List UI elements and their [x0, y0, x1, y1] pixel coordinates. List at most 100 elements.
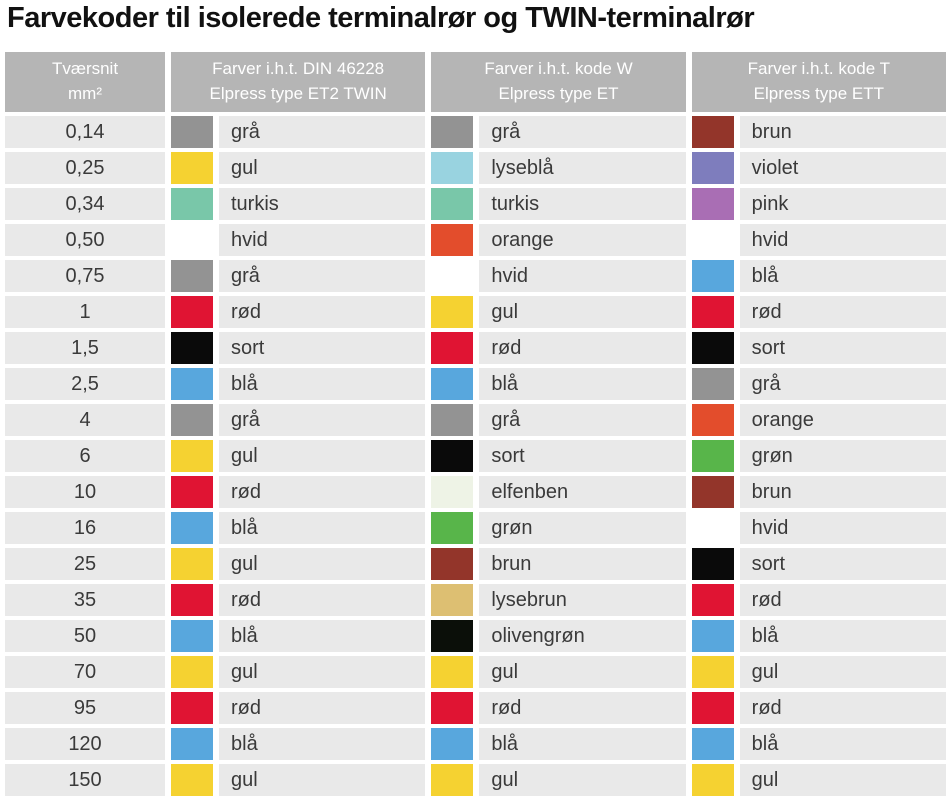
- color-swatch-din: [171, 404, 213, 436]
- color-swatch-w: [431, 620, 474, 652]
- header-din-46228: Farver i.h.t. DIN 46228 Elpress type ET2…: [171, 52, 426, 112]
- color-swatch-din: [171, 152, 213, 184]
- color-label-t: hvid: [739, 512, 946, 544]
- cross-section-cell: 0,34: [5, 188, 165, 220]
- color-swatch-w: [431, 584, 474, 616]
- color-code-table: Tværsnit mm² Farver i.h.t. DIN 46228 Elp…: [5, 52, 946, 796]
- cross-section-cell: 0,75: [5, 260, 165, 292]
- color-swatch-w: [431, 728, 474, 760]
- color-swatch-t: [691, 368, 734, 400]
- color-label-din: gul: [219, 764, 426, 796]
- color-swatch-t: [691, 692, 734, 724]
- color-label-w: grøn: [479, 512, 686, 544]
- color-swatch-w: [431, 368, 474, 400]
- color-swatch-w: [431, 404, 474, 436]
- color-label-t: rød: [739, 584, 946, 616]
- color-label-t: violet: [739, 152, 946, 184]
- color-label-w: elfenben: [479, 476, 686, 508]
- page-title: Farvekoder til isolerede terminalrør og …: [7, 2, 755, 34]
- color-swatch-din: [171, 584, 213, 616]
- header-line2: mm²: [68, 84, 102, 103]
- color-swatch-w: [431, 260, 474, 292]
- color-label-t: blå: [739, 260, 946, 292]
- color-swatch-w: [431, 764, 474, 796]
- color-label-w: hvid: [479, 260, 686, 292]
- color-label-w: gul: [479, 764, 686, 796]
- color-swatch-t: [691, 728, 734, 760]
- color-swatch-din: [171, 224, 213, 256]
- header-line2: Elpress type ET: [498, 84, 619, 103]
- color-swatch-din: [171, 296, 213, 328]
- color-swatch-t: [691, 404, 734, 436]
- cross-section-cell: 6: [5, 440, 165, 472]
- color-swatch-din: [171, 692, 213, 724]
- header-cross-section: Tværsnit mm²: [5, 52, 165, 112]
- color-label-w: lyseblå: [479, 152, 686, 184]
- color-label-t: orange: [739, 404, 946, 436]
- color-swatch-din: [171, 548, 213, 580]
- color-label-w: rød: [479, 332, 686, 364]
- color-label-t: grå: [739, 368, 946, 400]
- cross-section-cell: 150: [5, 764, 165, 796]
- color-label-t: rød: [739, 692, 946, 724]
- color-label-din: rød: [219, 296, 426, 328]
- header-line1: Farver i.h.t. kode T: [747, 59, 890, 79]
- color-swatch-t: [691, 440, 734, 472]
- color-label-din: grå: [219, 404, 426, 436]
- cross-section-cell: 1: [5, 296, 165, 328]
- color-label-din: sort: [219, 332, 426, 364]
- color-label-din: grå: [219, 260, 426, 292]
- cross-section-cell: 0,25: [5, 152, 165, 184]
- color-label-t: sort: [739, 332, 946, 364]
- color-swatch-t: [691, 548, 734, 580]
- color-swatch-w: [431, 512, 474, 544]
- color-swatch-t: [691, 116, 734, 148]
- color-swatch-t: [691, 296, 734, 328]
- color-label-w: brun: [479, 548, 686, 580]
- color-swatch-w: [431, 224, 474, 256]
- cross-section-cell: 1,5: [5, 332, 165, 364]
- color-swatch-din: [171, 512, 213, 544]
- cross-section-cell: 0,50: [5, 224, 165, 256]
- cross-section-cell: 2,5: [5, 368, 165, 400]
- color-swatch-t: [691, 332, 734, 364]
- color-swatch-din: [171, 620, 213, 652]
- color-label-din: hvid: [219, 224, 426, 256]
- header-kode-w: Farver i.h.t. kode W Elpress type ET: [431, 52, 686, 112]
- cross-section-cell: 16: [5, 512, 165, 544]
- color-swatch-w: [431, 692, 474, 724]
- color-label-din: gul: [219, 656, 426, 688]
- color-label-din: turkis: [219, 188, 426, 220]
- color-label-din: gul: [219, 152, 426, 184]
- color-label-t: rød: [739, 296, 946, 328]
- color-label-t: brun: [739, 476, 946, 508]
- color-swatch-t: [691, 224, 734, 256]
- cross-section-cell: 0,14: [5, 116, 165, 148]
- color-label-din: rød: [219, 692, 426, 724]
- cross-section-cell: 95: [5, 692, 165, 724]
- color-label-din: rød: [219, 476, 426, 508]
- cross-section-cell: 4: [5, 404, 165, 436]
- color-swatch-din: [171, 656, 213, 688]
- color-label-t: pink: [739, 188, 946, 220]
- color-label-din: blå: [219, 620, 426, 652]
- color-label-w: sort: [479, 440, 686, 472]
- color-label-din: gul: [219, 548, 426, 580]
- color-swatch-din: [171, 332, 213, 364]
- color-label-w: gul: [479, 656, 686, 688]
- color-swatch-din: [171, 728, 213, 760]
- color-label-w: olivengrøn: [479, 620, 686, 652]
- color-label-t: sort: [739, 548, 946, 580]
- cross-section-cell: 50: [5, 620, 165, 652]
- header-line1: Tværsnit: [51, 59, 119, 79]
- color-label-t: grøn: [739, 440, 946, 472]
- color-label-w: rød: [479, 692, 686, 724]
- color-swatch-din: [171, 116, 213, 148]
- color-label-t: gul: [739, 764, 946, 796]
- color-label-t: brun: [739, 116, 946, 148]
- color-label-din: gul: [219, 440, 426, 472]
- color-swatch-t: [691, 260, 734, 292]
- color-label-w: lysebrun: [479, 584, 686, 616]
- header-line1: Farver i.h.t. DIN 46228: [212, 59, 385, 79]
